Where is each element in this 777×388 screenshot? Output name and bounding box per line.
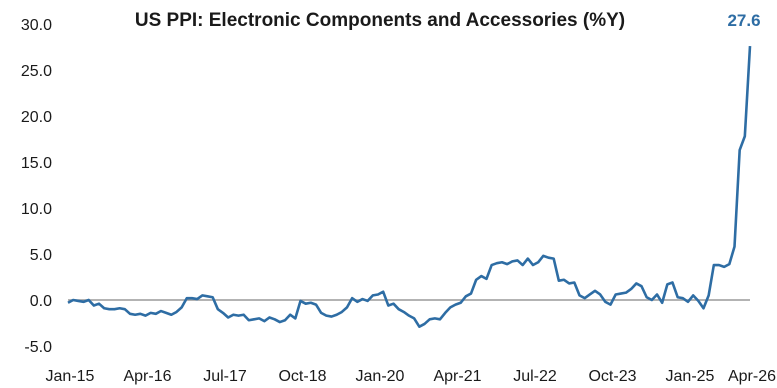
x-tick-label: Jan-25 bbox=[666, 368, 715, 385]
x-tick-label: Apr-21 bbox=[433, 368, 481, 385]
x-axis: Jan-15 Apr-16 Jul-17 Oct-18 Jan-20 Apr-21 Jul-… bbox=[46, 368, 777, 385]
x-tick-label: Apr-26 bbox=[728, 368, 776, 385]
y-tick-label: 30.0 bbox=[21, 17, 52, 34]
x-tick-label: Jul-17 bbox=[203, 368, 247, 385]
y-tick-label: 25.0 bbox=[21, 63, 52, 80]
y-axis: 30.0 25.0 20.0 15.0 10.0 5.0 0.0 -5.0 bbox=[21, 17, 52, 356]
series-line bbox=[67, 46, 752, 328]
x-tick-label: Apr-16 bbox=[123, 368, 171, 385]
x-tick-label: Oct-18 bbox=[278, 368, 326, 385]
end-value-label: 27.6 bbox=[727, 11, 760, 30]
y-tick-label: 10.0 bbox=[21, 201, 52, 218]
y-tick-label: 0.0 bbox=[30, 293, 52, 310]
y-tick-label: 15.0 bbox=[21, 155, 52, 172]
x-tick-label: Jan-20 bbox=[356, 368, 405, 385]
series-group bbox=[67, 46, 752, 328]
y-tick-label: 20.0 bbox=[21, 109, 52, 126]
chart-title: US PPI: Electronic Components and Access… bbox=[135, 10, 625, 31]
y-tick-label: 5.0 bbox=[30, 247, 52, 264]
y-tick-label: -5.0 bbox=[24, 339, 52, 356]
x-tick-label: Jul-22 bbox=[513, 368, 557, 385]
x-tick-label: Oct-23 bbox=[588, 368, 636, 385]
x-tick-label: Jan-15 bbox=[46, 368, 95, 385]
